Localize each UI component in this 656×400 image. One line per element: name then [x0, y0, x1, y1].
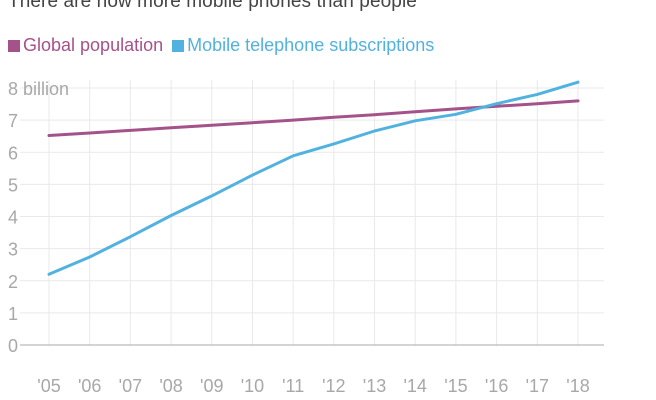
legend-swatch-population [8, 39, 20, 52]
legend: Global population Mobile telephone subsc… [8, 35, 443, 56]
y-tick-label: 6 [8, 143, 18, 163]
legend-label-population: Global population [23, 35, 164, 55]
legend-item-population: Global population [8, 35, 163, 56]
y-tick-label: 4 [8, 208, 18, 228]
legend-item-mobile: Mobile telephone subscriptions [172, 35, 434, 56]
y-tick-label: 1 [8, 304, 18, 324]
y-tick-label: 0 [8, 336, 18, 356]
x-tick-label: '12 [322, 376, 345, 396]
x-tick-label: '16 [485, 376, 508, 396]
x-tick-label: '18 [566, 376, 589, 396]
series-line-population [47, 99, 580, 137]
legend-swatch-mobile [172, 39, 185, 52]
y-tick-label: 7 [8, 111, 18, 131]
y-tick-label: 2 [8, 272, 18, 292]
y-tick-label: 5 [8, 175, 18, 195]
x-tick-label: '13 [363, 376, 386, 396]
series-line-mobile [47, 80, 580, 276]
x-tick-label: '06 [78, 376, 101, 396]
y-tick-label: 3 [8, 240, 18, 260]
x-tick-label: '10 [241, 376, 264, 396]
x-tick-label: '07 [119, 376, 142, 396]
x-tick-label: '11 [282, 376, 304, 396]
y-tick-label: 8 billion [8, 79, 69, 99]
legend-label-mobile: Mobile telephone subscriptions [187, 35, 435, 55]
x-tick-label: '14 [403, 376, 426, 396]
chart-title: There are now more mobile phones than pe… [8, 0, 417, 12]
x-tick-label: '15 [444, 376, 467, 396]
x-tick-label: '08 [159, 376, 182, 396]
x-tick-label: '17 [526, 376, 549, 396]
x-tick-label: '05 [37, 376, 60, 396]
x-tick-label: '09 [200, 376, 223, 396]
